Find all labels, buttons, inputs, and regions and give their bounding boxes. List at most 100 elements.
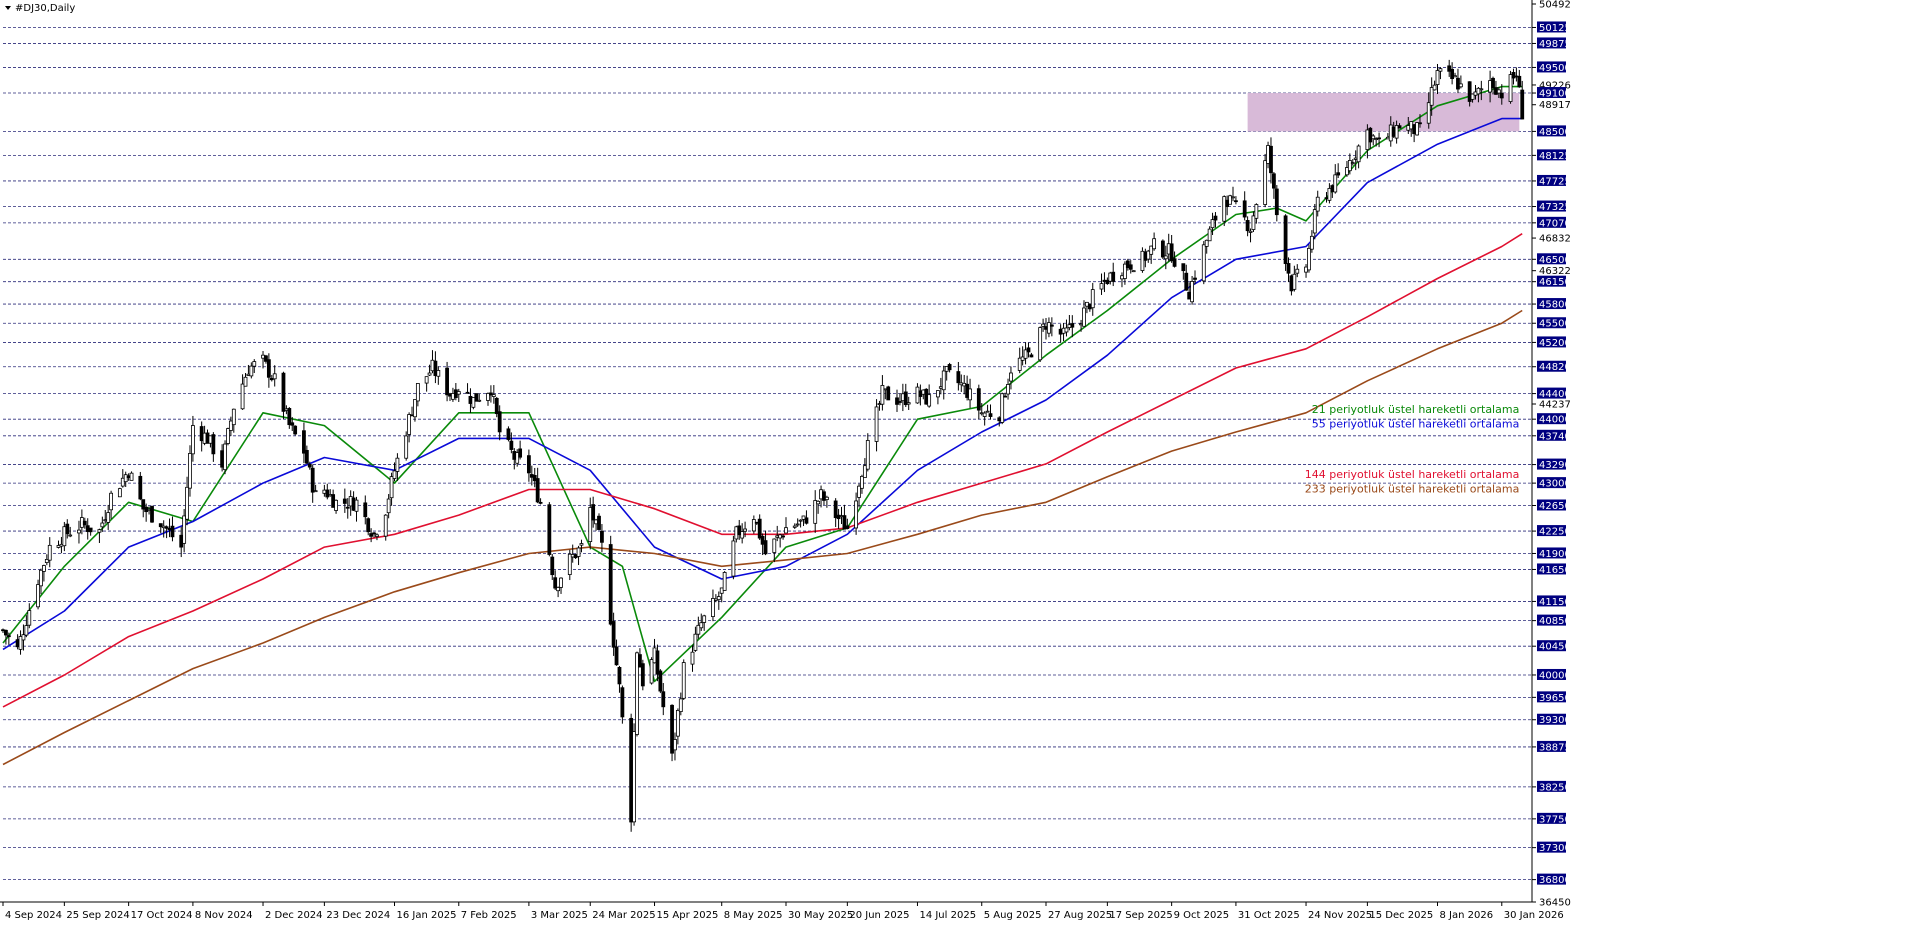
candle-body xyxy=(1006,384,1010,395)
candle-body xyxy=(456,391,461,395)
candle-body xyxy=(792,525,797,528)
price-label: 40850 xyxy=(1539,616,1571,627)
price-label: 36450 xyxy=(1539,898,1571,909)
candle-body xyxy=(781,535,785,538)
candle-body xyxy=(392,470,397,479)
price-label-highlight xyxy=(1537,713,1566,725)
candle-body xyxy=(898,401,902,403)
candle-body xyxy=(1234,200,1238,203)
candle-body xyxy=(567,553,572,575)
price-label: 45200 xyxy=(1539,338,1571,349)
candle-body xyxy=(1213,215,1218,221)
price-label: 38250 xyxy=(1539,782,1571,793)
candle-body xyxy=(100,522,105,528)
candle-body xyxy=(1295,268,1300,274)
price-label: 47325 xyxy=(1539,202,1571,213)
price-label: 50125 xyxy=(1539,23,1571,34)
chart-title: #DJ30,Daily xyxy=(5,3,75,14)
time-label: 30 May 2025 xyxy=(788,910,853,921)
candle-body xyxy=(1029,354,1034,358)
candle-body xyxy=(1181,263,1186,272)
grid-layer xyxy=(0,0,1533,903)
candle-body xyxy=(240,383,245,410)
candle-body xyxy=(191,425,195,455)
candle-body xyxy=(1152,238,1157,250)
candle-body xyxy=(824,496,829,501)
candle-body xyxy=(1207,228,1212,242)
candle-body xyxy=(1160,240,1165,258)
price-label: 46832 xyxy=(1539,234,1571,245)
candle-body xyxy=(640,663,645,687)
price-label-highlight xyxy=(1537,149,1566,161)
price-label-highlight xyxy=(1537,216,1566,228)
dropdown-triangle-icon[interactable] xyxy=(5,6,11,10)
price-label: 43740 xyxy=(1539,431,1571,442)
candle-body xyxy=(211,434,216,455)
time-label: 9 Oct 2025 xyxy=(1174,910,1229,921)
candle-body xyxy=(1397,125,1402,129)
candle-body xyxy=(465,391,470,394)
candle-body xyxy=(1190,280,1194,303)
candle-body xyxy=(1245,220,1250,232)
price-label: 39650 xyxy=(1539,693,1571,704)
price-label: 44237 xyxy=(1539,400,1571,411)
candle-body xyxy=(1271,173,1276,189)
price-label-highlight xyxy=(1537,499,1566,511)
candle-body xyxy=(1394,125,1399,139)
candle-body xyxy=(518,448,523,458)
candle-body xyxy=(547,504,552,555)
candle-body xyxy=(947,364,952,371)
candle-body xyxy=(740,531,745,539)
candle-body xyxy=(1438,68,1443,72)
candle-body xyxy=(550,556,555,576)
candle-body xyxy=(1041,323,1045,327)
candle-body xyxy=(486,393,490,401)
candle-body xyxy=(471,397,476,408)
price-label-highlight xyxy=(1537,841,1566,853)
price-label-highlight xyxy=(1537,429,1566,441)
candle-body xyxy=(532,475,537,482)
time-axis[interactable]: 4 Sep 2024 25 Sep 2024 17 Oct 2024 8 Nov 20… xyxy=(2,902,1564,921)
candle-body xyxy=(489,392,493,396)
price-label-highlight xyxy=(1537,477,1566,489)
candle-body xyxy=(1222,196,1227,222)
candle-body xyxy=(798,519,803,522)
candle-body xyxy=(772,538,777,553)
time-label: 30 Jan 2026 xyxy=(1504,910,1564,921)
candle-body xyxy=(1149,245,1154,255)
candle-body xyxy=(304,449,309,464)
candle-body xyxy=(1163,255,1168,260)
candle-body xyxy=(614,646,619,666)
candle-body xyxy=(62,526,67,547)
candle-body xyxy=(588,507,593,542)
ema-annotation-3: 144 periyotluk üstel hareketli ortalama xyxy=(1305,468,1520,481)
price-label: 41900 xyxy=(1539,549,1571,560)
candle-body xyxy=(293,425,298,435)
candle-body xyxy=(1242,200,1247,218)
candle-body xyxy=(538,501,543,504)
candle-body xyxy=(702,615,707,623)
price-label: 41150 xyxy=(1539,597,1571,608)
price-label-highlight xyxy=(1537,595,1566,607)
candle-body xyxy=(556,587,561,592)
candle-body xyxy=(1453,75,1457,78)
candle-body xyxy=(757,518,762,539)
price-label: 40450 xyxy=(1539,642,1571,653)
candle-body xyxy=(407,414,412,435)
candle-body xyxy=(1476,87,1481,95)
time-label: 31 Oct 2025 xyxy=(1238,910,1300,921)
candle-body xyxy=(129,472,134,481)
candle-body xyxy=(109,492,113,511)
candle-body xyxy=(4,629,8,636)
price-label-highlight xyxy=(1537,413,1566,425)
candle-body xyxy=(927,394,932,407)
price-label-highlight xyxy=(1537,298,1566,310)
ema-annotation-2: 55 periyotluk üstel hareketli ortalama xyxy=(1312,417,1520,430)
price-label-highlight xyxy=(1537,547,1566,559)
candle-body xyxy=(804,517,809,524)
price-label-highlight xyxy=(1537,780,1566,792)
candle-body xyxy=(632,731,636,823)
ema-annotation-1: 21 periyotluk üstel hareketli ortalama xyxy=(1312,403,1520,416)
